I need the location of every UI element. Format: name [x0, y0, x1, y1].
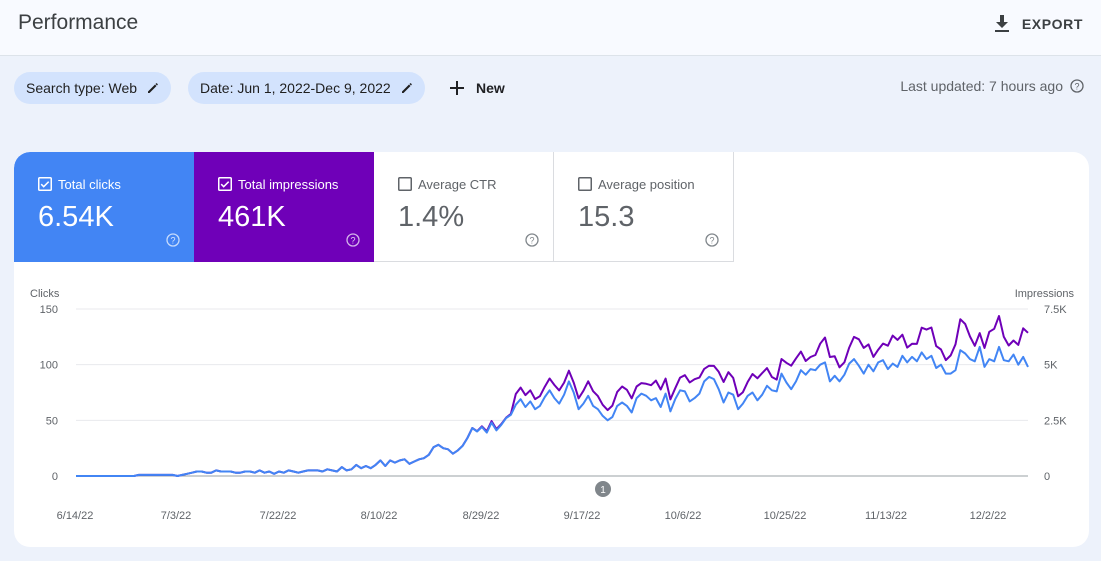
svg-text:?: ? — [529, 236, 534, 246]
clicks-line — [76, 345, 1029, 477]
x-tick-label: 10/6/22 — [665, 510, 702, 522]
metric-label: Total clicks — [58, 177, 121, 192]
left-axis-title: Clicks — [30, 288, 60, 300]
annotation-label: 1 — [600, 485, 606, 496]
x-tick-label: 9/17/22 — [564, 510, 601, 522]
x-tick-label: 8/10/22 — [361, 510, 398, 522]
metric-value: 15.3 — [578, 201, 635, 233]
metric-value: 461K — [218, 201, 286, 233]
metric-value: 6.54K — [38, 201, 114, 233]
svg-text:?: ? — [170, 236, 175, 246]
x-tick-label: 8/29/22 — [463, 510, 500, 522]
date-range-label: Date: Jun 1, 2022-Dec 9, 2022 — [200, 80, 391, 96]
x-tick-label: 7/22/22 — [260, 510, 297, 522]
left-tick-label: 0 — [52, 471, 58, 483]
series-lines — [76, 315, 1029, 477]
annotation-marker-circle[interactable] — [595, 481, 611, 497]
checkbox-checked-icon[interactable] — [218, 177, 232, 191]
svg-text:?: ? — [350, 236, 355, 246]
right-tick-label: 5K — [1044, 360, 1058, 372]
new-label: New — [476, 80, 505, 96]
checkbox-checked-icon[interactable] — [38, 177, 52, 191]
checkbox-unchecked-icon[interactable] — [578, 177, 592, 191]
page-header: Performance EXPORT — [0, 0, 1101, 56]
left-tick-label: 50 — [46, 415, 58, 427]
page-title: Performance — [18, 11, 139, 34]
last-updated: Last updated: 7 hours ago ? — [900, 78, 1084, 94]
pencil-icon — [401, 83, 412, 93]
right-tick-label: 0 — [1044, 471, 1050, 483]
x-tick-label: 6/14/22 — [57, 510, 94, 522]
plus-icon — [450, 81, 464, 95]
help-icon[interactable]: ? — [525, 233, 539, 247]
new-filter-button[interactable]: New — [450, 72, 505, 104]
performance-card: Total clicks 6.54K ? Total impressions 4… — [14, 152, 1089, 547]
x-axis-labels: 6/14/22 7/3/22 7/22/22 8/10/22 8/29/22 9/17/2… — [57, 510, 1007, 522]
search-type-chip[interactable]: Search type: Web — [14, 72, 172, 104]
export-button[interactable]: EXPORT — [994, 10, 1083, 38]
help-icon[interactable]: ? — [1070, 79, 1084, 93]
svg-text:?: ? — [1074, 82, 1079, 92]
y-axis-labels: 150 7.5K 100 5K 50 2.5K 0 0 — [40, 304, 1068, 483]
checkbox-unchecked-icon[interactable] — [398, 177, 412, 191]
export-label: EXPORT — [1021, 16, 1083, 32]
date-range-chip[interactable]: Date: Jun 1, 2022-Dec 9, 2022 — [188, 72, 425, 104]
right-axis-title: Impressions — [1015, 288, 1075, 300]
performance-chart: Clicks Impressions 150 7.5K 100 5K 50 2.5K 0 0 … — [14, 262, 1089, 547]
metric-value: 1.4% — [398, 201, 465, 233]
x-tick-label: 12/2/22 — [970, 510, 1007, 522]
right-tick-label: 7.5K — [1044, 304, 1067, 316]
download-icon — [994, 15, 1009, 32]
left-tick-label: 150 — [40, 304, 58, 316]
search-type-label: Search type: Web — [26, 80, 138, 96]
left-tick-label: 100 — [40, 360, 58, 372]
x-tick-label: 11/13/22 — [865, 510, 907, 522]
x-tick-label: 10/25/22 — [764, 510, 807, 522]
total-clicks-tile[interactable]: Total clicks 6.54K ? — [14, 152, 194, 262]
total-impressions-tile[interactable]: Total impressions 461K ? — [194, 152, 374, 262]
help-icon[interactable]: ? — [346, 233, 360, 247]
last-updated-text: Last updated: 7 hours ago — [900, 78, 1063, 94]
right-tick-label: 2.5K — [1044, 415, 1067, 427]
metric-tiles: Total clicks 6.54K ? Total impressions 4… — [14, 152, 734, 262]
help-icon[interactable]: ? — [166, 233, 180, 247]
pencil-icon — [148, 83, 158, 93]
x-tick-label: 7/3/22 — [161, 510, 192, 522]
metric-label: Total impressions — [238, 177, 339, 192]
svg-text:?: ? — [709, 236, 714, 246]
average-position-tile[interactable]: Average position 15.3 ? — [554, 152, 734, 262]
filter-bar: Search type: Web Date: Jun 1, 2022-Dec 9… — [0, 56, 1101, 120]
average-ctr-tile[interactable]: Average CTR 1.4% ? — [374, 152, 554, 262]
help-icon[interactable]: ? — [705, 233, 719, 247]
annotation-marker[interactable]: 1 — [595, 481, 611, 497]
metric-label: Average CTR — [418, 177, 497, 192]
metric-label: Average position — [598, 177, 695, 192]
